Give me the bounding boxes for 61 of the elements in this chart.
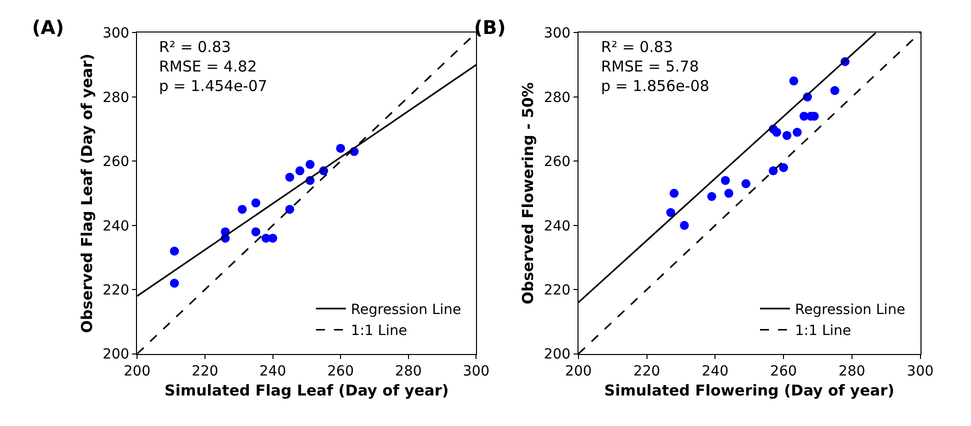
x-tick-label: 200 bbox=[124, 364, 150, 380]
legend-label: 1:1 Line bbox=[794, 323, 852, 340]
y-tick-label: 220 bbox=[544, 282, 571, 299]
y-tick-label: 260 bbox=[544, 154, 571, 170]
annotation: R² = 0.83 RMSE = 5.78 p = 1.856e-08 bbox=[601, 38, 710, 95]
point bbox=[251, 227, 260, 236]
x-tick-label: 220 bbox=[633, 364, 660, 380]
point bbox=[238, 204, 247, 214]
point bbox=[741, 179, 750, 188]
point bbox=[680, 220, 689, 230]
point bbox=[830, 86, 840, 96]
point bbox=[268, 234, 278, 243]
point bbox=[779, 163, 788, 172]
x-axis-title: Simulated Flag Leaf (Day of year) bbox=[164, 382, 449, 400]
point bbox=[670, 188, 679, 198]
x-axis-title: Simulated Flowering (Day of year) bbox=[604, 382, 894, 400]
point bbox=[666, 208, 676, 218]
y-tick-label: 200 bbox=[544, 346, 571, 363]
x-tick-label: 300 bbox=[462, 364, 490, 380]
x-tick-label: 300 bbox=[906, 364, 934, 380]
y-axis-title: Observed Flag Leaf (Day of year) bbox=[78, 54, 96, 333]
point bbox=[772, 128, 782, 137]
x-tick-label: 280 bbox=[395, 364, 422, 380]
point bbox=[707, 192, 716, 201]
point bbox=[336, 144, 346, 153]
point bbox=[295, 166, 304, 176]
x-tick-label: 280 bbox=[838, 364, 866, 380]
y-tick-label: 260 bbox=[102, 154, 130, 170]
point bbox=[792, 128, 802, 137]
point bbox=[782, 130, 792, 140]
x-tick-label: 260 bbox=[327, 364, 354, 380]
y-tick-label: 240 bbox=[102, 218, 130, 234]
y-tick-label: 280 bbox=[102, 90, 130, 106]
y-tick-label: 200 bbox=[102, 346, 130, 363]
point bbox=[170, 278, 179, 288]
x-tick-label: 240 bbox=[259, 364, 286, 380]
chart-title: (B) bbox=[474, 17, 506, 39]
x-tick-label: 260 bbox=[770, 364, 797, 380]
y-tick-label: 240 bbox=[544, 218, 571, 234]
x-tick-label: 200 bbox=[565, 364, 592, 380]
y-tick-label: 300 bbox=[102, 26, 130, 42]
point bbox=[170, 246, 179, 256]
x-tick-label: 220 bbox=[192, 364, 218, 380]
annotation: R² = 0.83 RMSE = 4.82 p = 1.454e-07 bbox=[159, 38, 268, 95]
point bbox=[789, 76, 798, 86]
y-tick-label: 300 bbox=[544, 26, 571, 42]
legend-label: 1:1 Line bbox=[350, 323, 408, 340]
y-axis-title: Observed Flowering - 50% bbox=[519, 82, 538, 304]
point bbox=[306, 160, 315, 169]
chart-title: (A) bbox=[32, 17, 64, 39]
point bbox=[768, 166, 778, 176]
y-tick-label: 280 bbox=[544, 90, 571, 106]
y-tick-label: 220 bbox=[102, 282, 130, 299]
point bbox=[724, 188, 734, 198]
point bbox=[720, 176, 730, 185]
legend-label: Regression Line bbox=[794, 302, 906, 318]
point bbox=[285, 204, 294, 214]
point bbox=[285, 172, 294, 182]
point bbox=[251, 198, 260, 208]
legend-label: Regression Line bbox=[350, 302, 462, 318]
x-tick-label: 240 bbox=[702, 364, 729, 380]
